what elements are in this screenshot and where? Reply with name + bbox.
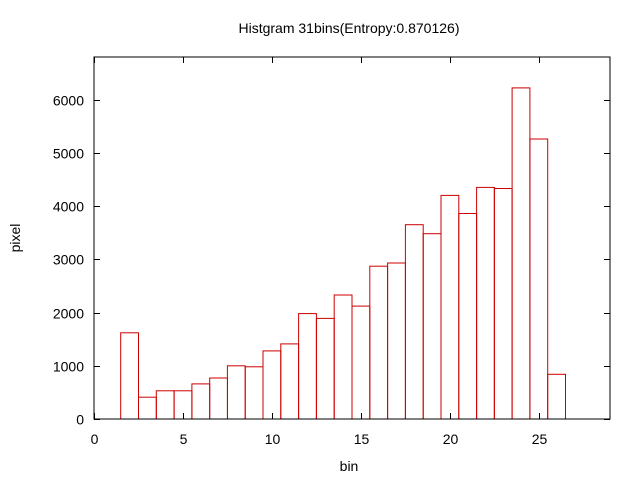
histogram-bar <box>226 365 246 420</box>
histogram-bar <box>404 224 424 420</box>
y-axis-label: pixel <box>7 224 23 253</box>
histogram-bar <box>120 332 139 420</box>
histogram-bar <box>387 262 406 420</box>
histogram-bar <box>209 377 228 420</box>
x-tick-label: 25 <box>532 431 548 447</box>
histogram-bar <box>458 213 478 420</box>
chart-title: Histgram 31bins(Entropy:0.870126) <box>238 20 459 36</box>
x-tick-label: 0 <box>91 431 99 447</box>
histogram-bar <box>351 305 371 420</box>
y-tick-label: 0 <box>76 412 84 428</box>
histogram-bar <box>155 390 175 420</box>
y-tick-label: 4000 <box>53 199 84 215</box>
y-tick-label: 3000 <box>53 252 84 268</box>
x-tick-label: 20 <box>443 431 459 447</box>
y-tick-label: 5000 <box>53 146 84 162</box>
y-tick-label: 1000 <box>53 359 84 375</box>
histogram-bar <box>440 194 460 420</box>
histogram-bar <box>280 343 300 420</box>
plot-frame <box>93 56 611 420</box>
histogram-bar <box>262 350 282 420</box>
x-axis-label: bin <box>340 458 359 474</box>
histogram-bar <box>422 233 442 420</box>
histogram-bar <box>191 383 211 420</box>
histogram-bar <box>369 265 389 420</box>
histogram-bar <box>511 87 531 420</box>
histogram-bar <box>493 188 513 420</box>
histogram-bar <box>333 294 353 420</box>
histogram-bar <box>476 186 495 420</box>
histogram-bar <box>298 313 317 420</box>
y-tick-label: 2000 <box>53 306 84 322</box>
histogram-bar <box>244 366 264 420</box>
histogram-bar <box>315 317 335 420</box>
histogram-bar <box>138 396 157 420</box>
histogram-bar <box>547 373 567 420</box>
x-tick-label: 15 <box>354 431 370 447</box>
x-tick-label: 10 <box>265 431 281 447</box>
y-tick-label: 6000 <box>53 93 84 109</box>
histogram-bar <box>529 138 549 420</box>
x-tick-label: 5 <box>180 431 188 447</box>
